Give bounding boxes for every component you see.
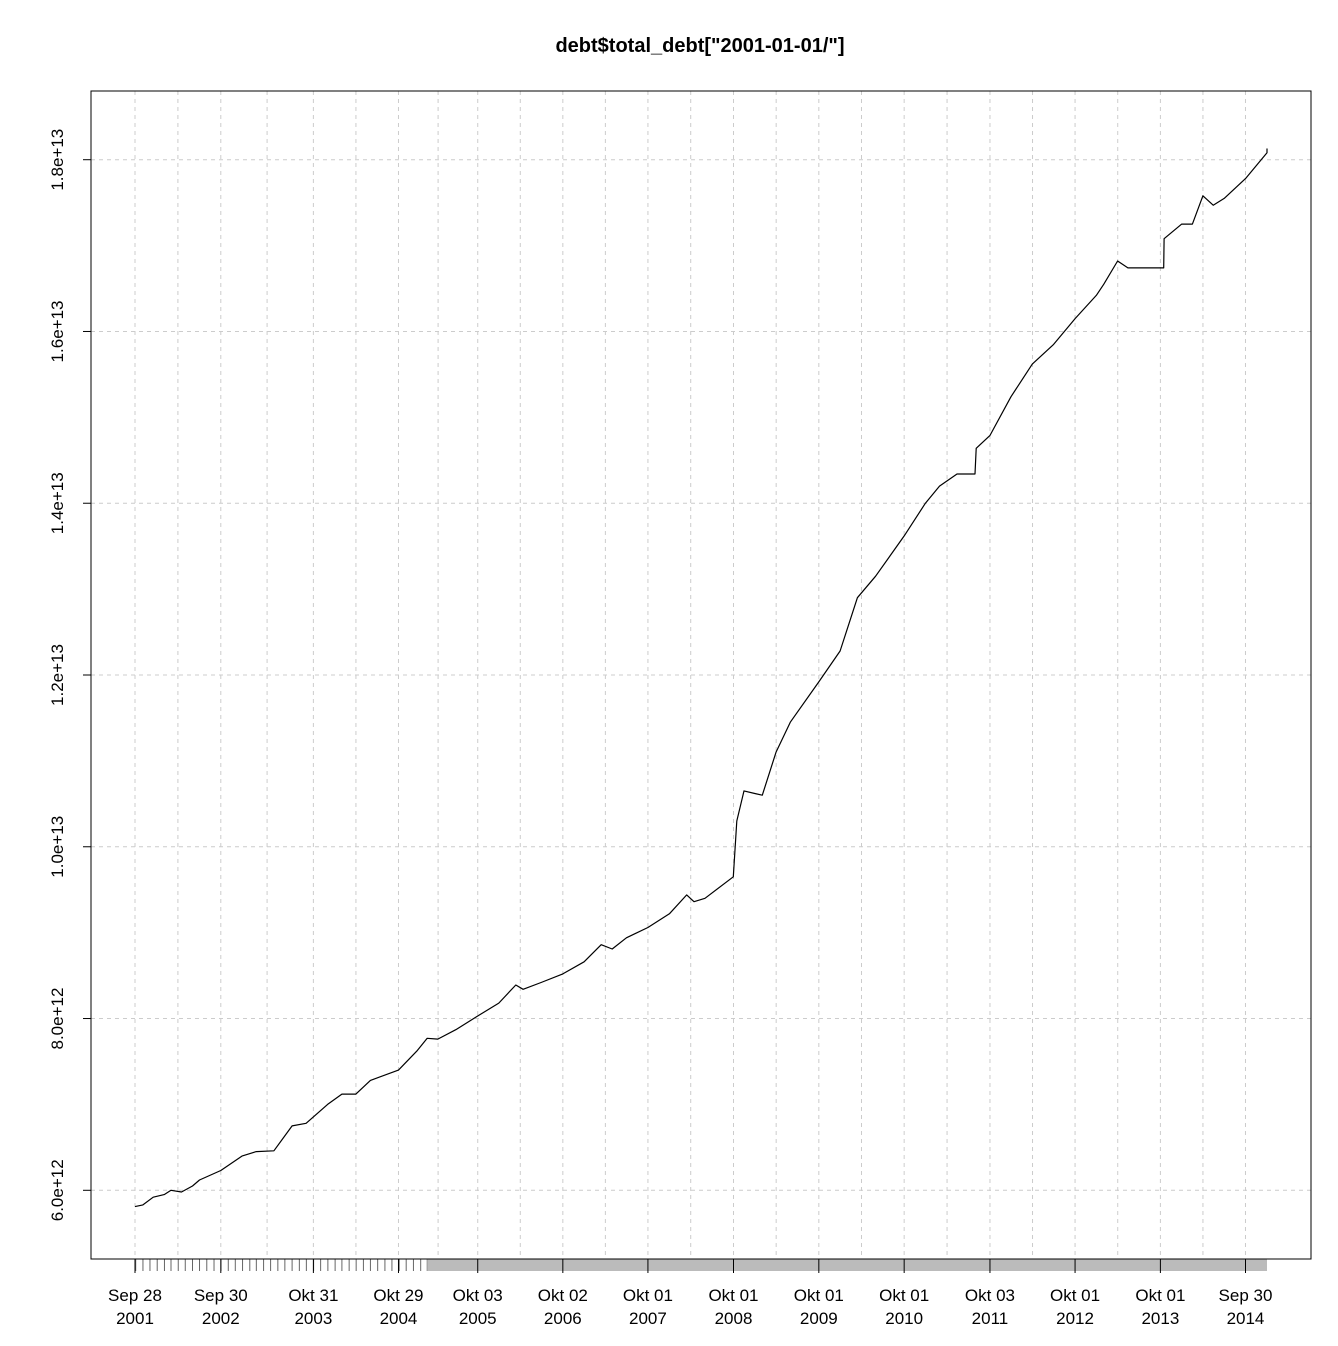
x-tick-label-date: Sep 30: [194, 1286, 248, 1305]
y-tick-label: 1.2e+13: [48, 644, 67, 706]
chart-title: debt$total_debt["2001-01-01/"]: [555, 35, 844, 57]
x-tick-label-date: Okt 01: [794, 1286, 844, 1305]
x-tick-label-year: 2006: [544, 1309, 582, 1328]
x-tick-label-year: 2014: [1227, 1309, 1265, 1328]
x-tick-label-year: 2007: [629, 1309, 667, 1328]
x-tick-label-date: Okt 03: [965, 1286, 1015, 1305]
y-tick-label: 1.6e+13: [48, 301, 67, 363]
x-tick-label-year: 2010: [885, 1309, 923, 1328]
y-tick-label: 1.0e+13: [48, 816, 67, 878]
x-tick-label-year: 2001: [116, 1309, 154, 1328]
x-tick-label-year: 2008: [715, 1309, 753, 1328]
x-tick-label-date: Okt 01: [708, 1286, 758, 1305]
x-axis: Sep 28 2001 Sep 30 2002 Okt 31 2003 Okt 29 2004…: [108, 1258, 1273, 1328]
x-tick-label-year: 2011: [972, 1309, 1009, 1328]
y-tick-label: 1.8e+13: [48, 129, 67, 191]
series-line: [134, 148, 1268, 1208]
x-tick-label-year: 2012: [1056, 1309, 1094, 1328]
grid-layer: [91, 91, 1311, 1259]
x-tick-label-date: Okt 01: [1135, 1286, 1185, 1305]
x-tick-label-date: Okt 29: [373, 1286, 423, 1305]
x-tick-label-year: 2009: [800, 1309, 838, 1328]
x-tick-label-date: Okt 02: [538, 1286, 588, 1305]
y-tick-label: 8.0e+12: [48, 988, 67, 1050]
y-tick-label: 1.4e+13: [48, 472, 67, 534]
x-tick-label-year: 2003: [294, 1309, 332, 1328]
y-axis: 6.0e+12 8.0e+12 1.0e+13 1.2e+13 1.4e+13 1.6e+…: [48, 129, 91, 1221]
x-tick-label-year: 2005: [459, 1309, 497, 1328]
x-tick-label-date: Okt 01: [623, 1286, 673, 1305]
x-tick-label-date: Okt 01: [1050, 1286, 1100, 1305]
x-tick-label-date: Sep 30: [1219, 1286, 1273, 1305]
x-tick-label-year: 2013: [1141, 1309, 1179, 1328]
x-tick-label-date: Okt 01: [879, 1286, 929, 1305]
x-tick-label-year: 2002: [202, 1309, 240, 1328]
x-tick-label-year: 2004: [380, 1309, 418, 1328]
x-tick-label-date: Okt 03: [453, 1286, 503, 1305]
y-tick-label: 6.0e+12: [48, 1159, 67, 1221]
x-tick-label-date: Okt 31: [288, 1286, 338, 1305]
x-density-band: [427, 1259, 1267, 1271]
x-tick-label-date: Sep 28: [108, 1286, 162, 1305]
